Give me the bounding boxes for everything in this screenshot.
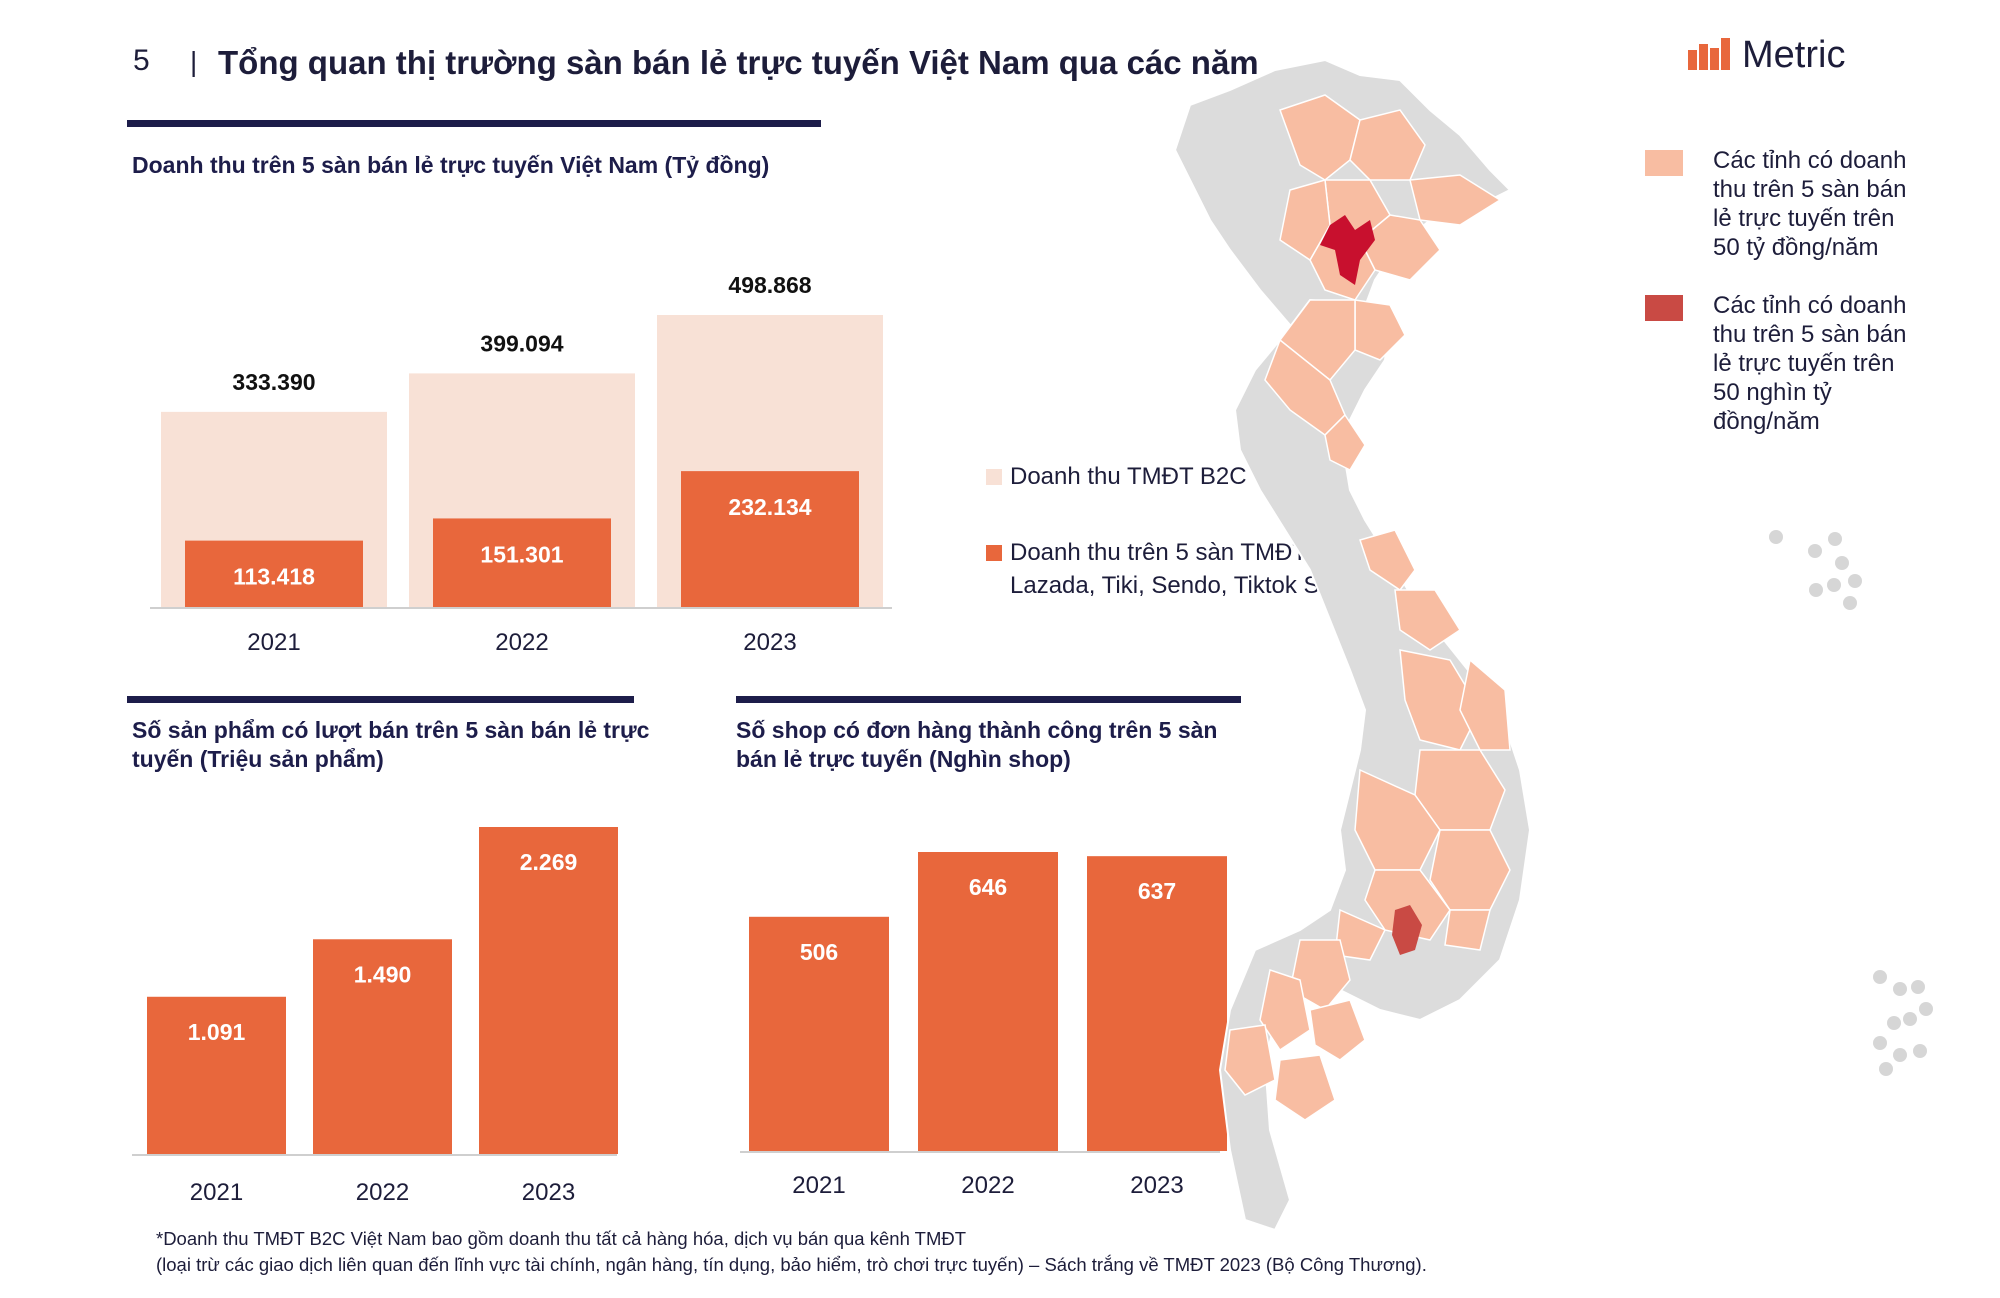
products-bar-2021 bbox=[147, 996, 286, 1154]
shops-bar-chart: 506 2021 646 2022 637 2023 bbox=[740, 852, 1227, 1199]
label-5-platforms-2021: 113.418 bbox=[233, 564, 315, 590]
label-b2c-2023: 498.868 bbox=[728, 272, 811, 298]
revenue-bar-chart: 333.390 113.418 2021 399.094 151.301 2022 498.… bbox=[150, 272, 892, 656]
shops-bar-2023 bbox=[1087, 856, 1227, 1151]
logo-text: Metric bbox=[1742, 34, 1846, 76]
products-bar-2023 bbox=[479, 827, 618, 1154]
section-rule-products bbox=[127, 696, 634, 703]
label-5-platforms-2023: 232.134 bbox=[728, 494, 811, 520]
products-tick-2023: 2023 bbox=[522, 1179, 575, 1206]
shops-label-2021: 506 bbox=[800, 939, 838, 965]
label-b2c-2021: 333.390 bbox=[232, 369, 315, 395]
title-separator: | bbox=[190, 46, 198, 77]
products-label-2023: 2.269 bbox=[520, 849, 578, 875]
map-legend-label-over-50-billion: Các tỉnh có doanh thu trên 5 sàn bán lẻ … bbox=[1713, 147, 1907, 261]
shops-bar-2022 bbox=[918, 852, 1058, 1151]
products-tick-2021: 2021 bbox=[190, 1179, 243, 1206]
products-chart-title: Số sản phẩm có lượt bán trên 5 sàn bán l… bbox=[132, 717, 650, 772]
shops-chart-title: Số shop có đơn hàng thành công trên 5 sà… bbox=[736, 717, 1218, 772]
map-legend-swatch-over-50-thousand-billion bbox=[1645, 295, 1683, 321]
map-provinces-over-50-billion bbox=[1224, 94, 1511, 1121]
tick-label-2023: 2023 bbox=[743, 629, 796, 656]
legend-swatch-b2c bbox=[986, 469, 1002, 485]
products-tick-2022: 2022 bbox=[356, 1179, 409, 1206]
map-legend-item-over-50-billion: Các tỉnh có doanh thu trên 5 sàn bán lẻ … bbox=[1645, 146, 1945, 262]
page-title: Tổng quan thị trường sàn bán lẻ trực tuy… bbox=[218, 44, 1259, 81]
label-5-platforms-2022: 151.301 bbox=[480, 541, 563, 567]
footnote: *Doanh thu TMĐT B2C Việt Nam bao gồm doa… bbox=[156, 1226, 1427, 1278]
map-legend-label-over-50-thousand-billion: Các tỉnh có doanh thu trên 5 sàn bán lẻ … bbox=[1713, 292, 1907, 435]
decorative-dots-upper bbox=[1769, 530, 1862, 610]
shops-tick-2022: 2022 bbox=[961, 1172, 1014, 1199]
bar-5-platforms-2022 bbox=[433, 518, 611, 607]
bar-5-platforms-2023 bbox=[681, 471, 859, 607]
map-provinces-over-50-thousand-billion bbox=[1320, 215, 1422, 955]
shops-bar-2021 bbox=[749, 916, 889, 1151]
revenue-chart-title: Doanh thu trên 5 sàn bán lẻ trực tuyến V… bbox=[132, 152, 770, 178]
section-rule-revenue bbox=[127, 120, 821, 127]
page-number: 5 bbox=[133, 44, 150, 77]
products-label-2022: 1.490 bbox=[354, 961, 412, 987]
map-legend-swatch-over-50-billion bbox=[1645, 150, 1683, 176]
logo-bars-icon bbox=[1688, 37, 1730, 70]
map-legend-item-over-50-thousand-billion: Các tỉnh có doanh thu trên 5 sàn bán lẻ … bbox=[1645, 291, 1945, 436]
decorative-dots-lower bbox=[1873, 970, 1933, 1076]
label-b2c-2022: 399.094 bbox=[480, 330, 563, 356]
vietnam-map bbox=[1173, 58, 1532, 1232]
section-rule-shops bbox=[736, 696, 1241, 703]
products-bar-2022 bbox=[313, 939, 452, 1154]
metric-logo: Metric bbox=[1688, 34, 1845, 77]
products-label-2021: 1.091 bbox=[188, 1019, 246, 1045]
legend-item-b2c: Doanh thu TMĐT B2C bbox=[986, 460, 1436, 493]
footnote-line-2: (loại trừ các giao dịch liên quan đến lĩ… bbox=[156, 1254, 1427, 1275]
shops-label-2023: 637 bbox=[1138, 878, 1176, 904]
bar-5-platforms-2021 bbox=[185, 540, 363, 607]
footnote-line-1: *Doanh thu TMĐT B2C Việt Nam bao gồm doa… bbox=[156, 1228, 967, 1249]
shops-tick-2021: 2021 bbox=[792, 1172, 845, 1199]
map-legend: Các tỉnh có doanh thu trên 5 sàn bán lẻ … bbox=[1645, 146, 1945, 436]
shops-tick-2023: 2023 bbox=[1130, 1172, 1183, 1199]
tick-label-2022: 2022 bbox=[495, 629, 548, 656]
legend-swatch-5-platforms bbox=[986, 545, 1002, 561]
legend-label-b2c: Doanh thu TMĐT B2C bbox=[1010, 463, 1247, 490]
shops-label-2022: 646 bbox=[969, 874, 1007, 900]
products-bar-chart: 1.091 2021 1.490 2022 2.269 2023 bbox=[132, 827, 618, 1206]
tick-label-2021: 2021 bbox=[247, 629, 300, 656]
